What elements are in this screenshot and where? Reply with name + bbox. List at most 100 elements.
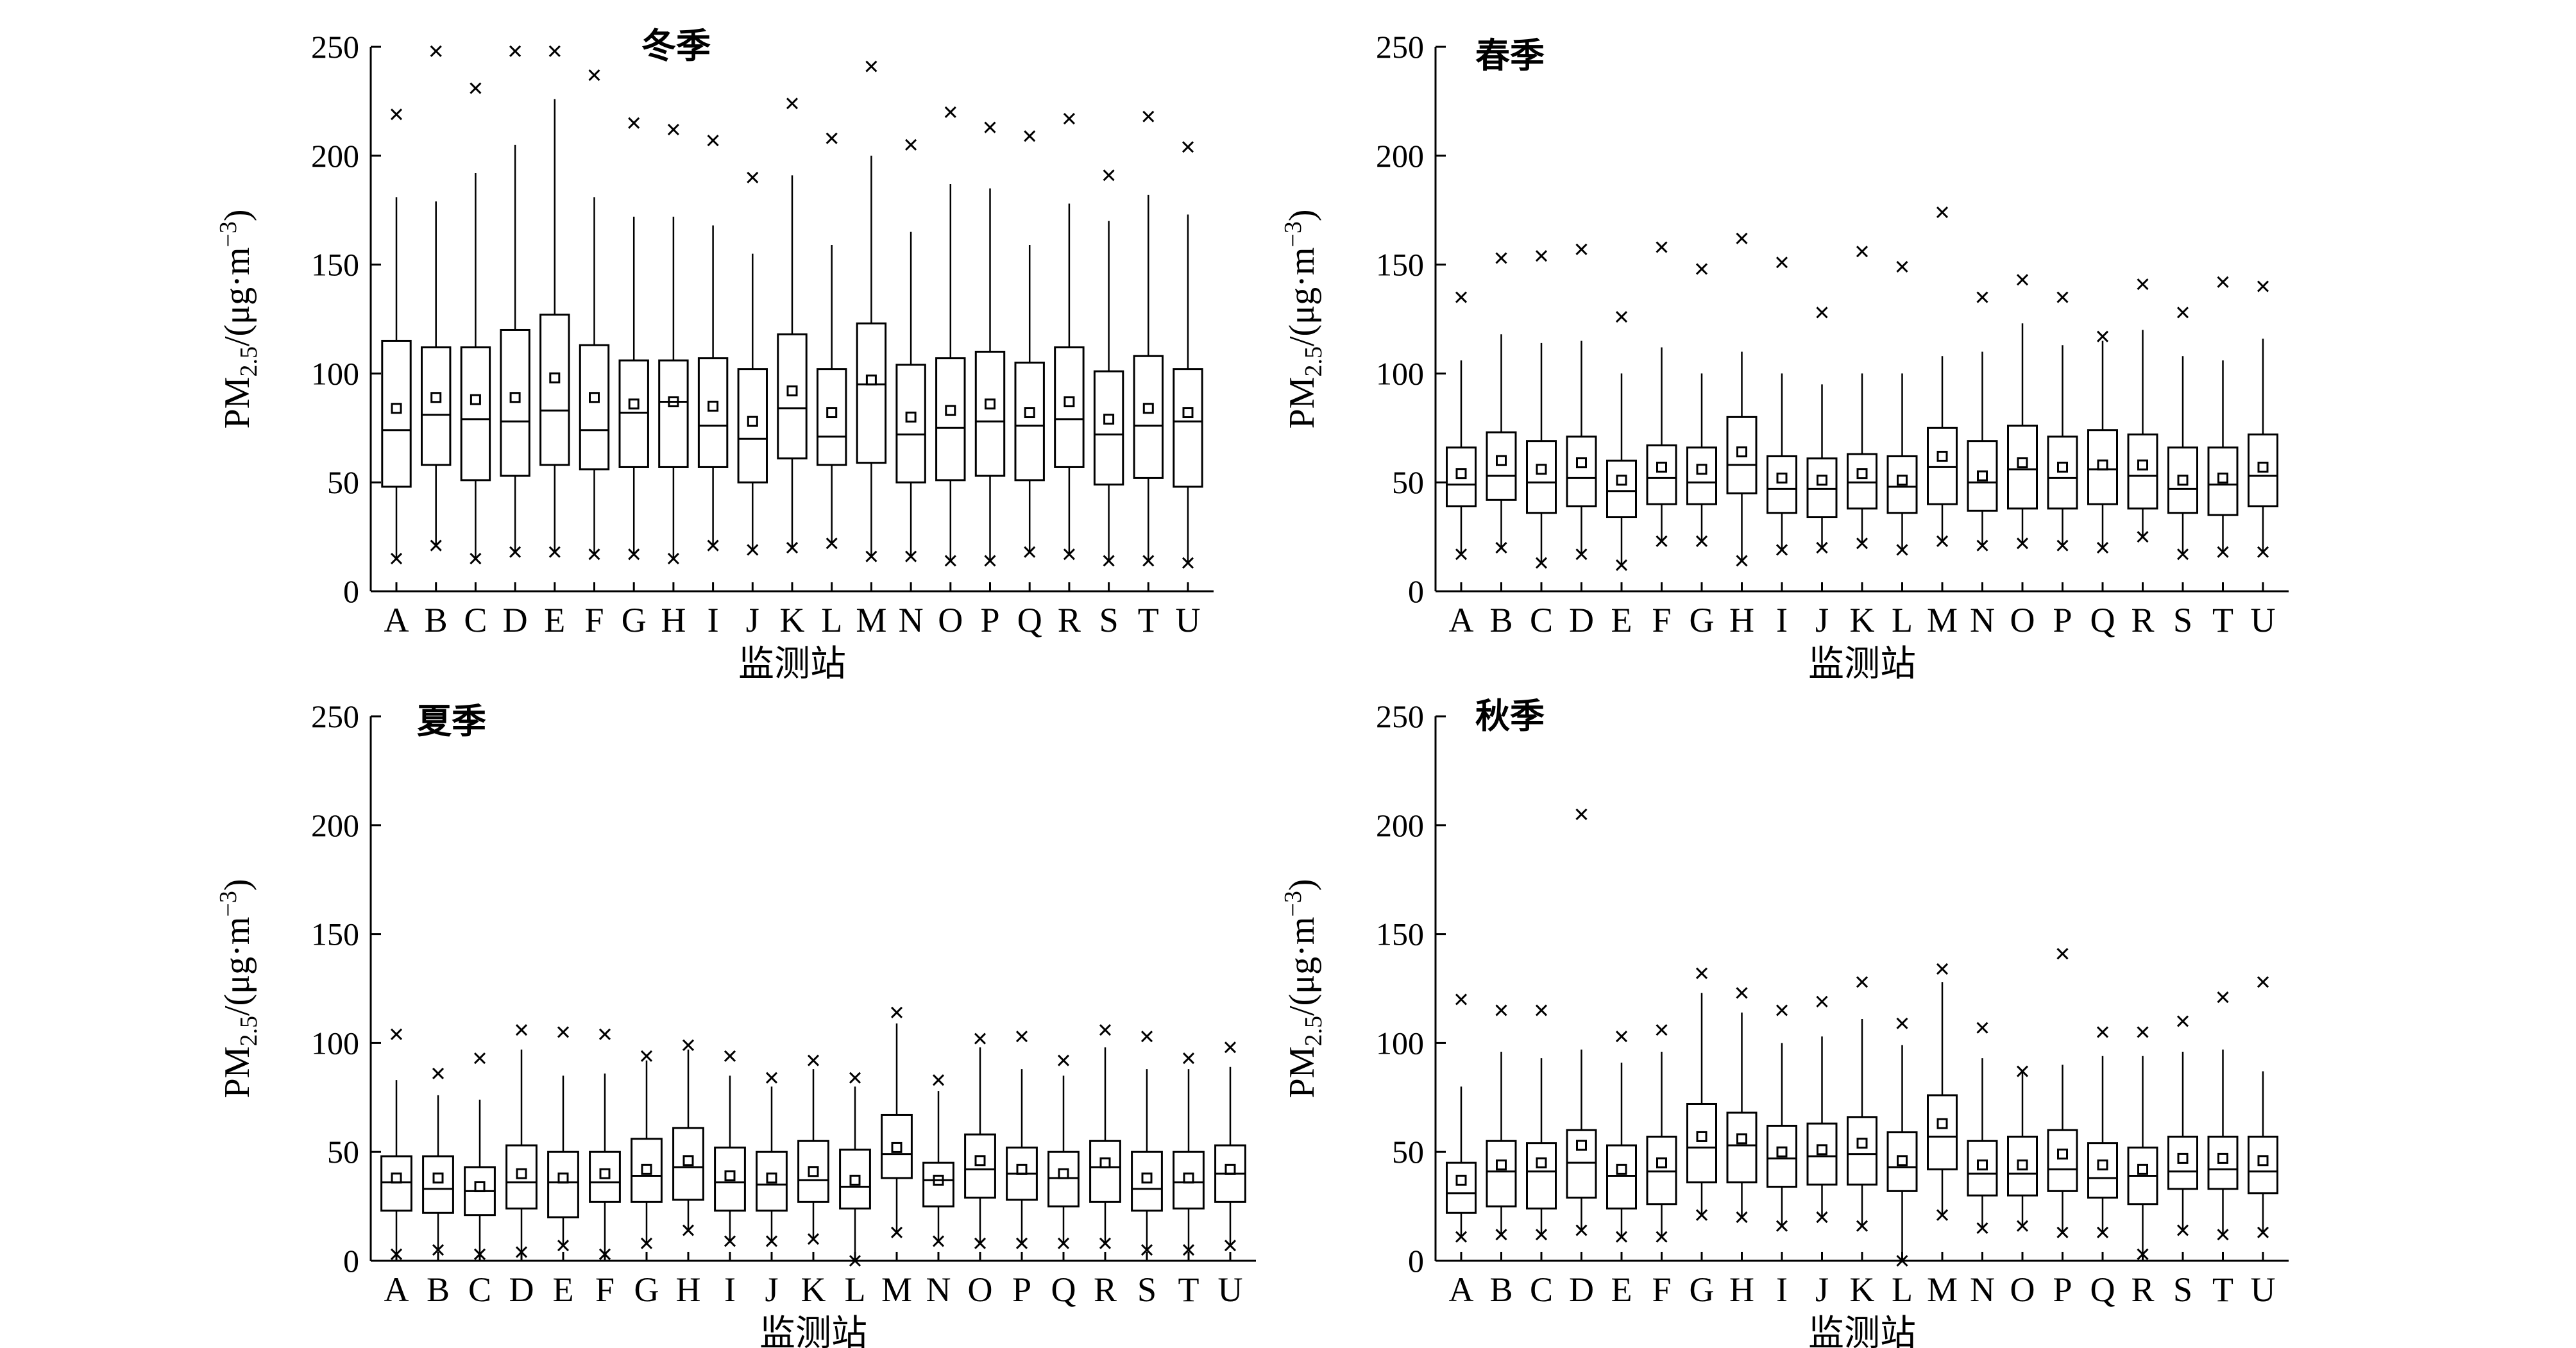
iqr-box <box>658 359 689 468</box>
y-tick-label: 150 <box>1376 247 1424 283</box>
y-tick-label: 200 <box>311 138 359 174</box>
mean-marker <box>1936 450 1948 462</box>
mean-marker <box>1616 1163 1627 1175</box>
iqr-box <box>1014 361 1045 482</box>
x-tick-label: O <box>968 1270 993 1309</box>
y-tick-label: 50 <box>327 1134 359 1170</box>
max-marker <box>557 1026 570 1038</box>
max-marker <box>2257 280 2269 292</box>
min-marker <box>849 1254 861 1267</box>
x-tick-label: J <box>1815 1270 1829 1309</box>
iqr-box <box>1847 453 1877 510</box>
max-marker <box>1057 1054 1070 1066</box>
min-marker <box>598 1248 611 1260</box>
x-tick-label: C <box>1530 1270 1553 1309</box>
iqr-box <box>631 1138 663 1203</box>
min-marker <box>1575 1224 1588 1236</box>
mean-marker <box>1897 475 1908 486</box>
box-S <box>2167 1015 2198 1236</box>
min-marker <box>765 1235 778 1247</box>
min-marker <box>2176 1224 2189 1236</box>
x-tick-label: B <box>427 1270 450 1309</box>
min-marker <box>1142 555 1155 567</box>
min-marker <box>2137 531 2149 543</box>
mean-marker <box>2057 1149 2068 1160</box>
box-K <box>1847 976 1877 1232</box>
max-marker <box>390 108 403 121</box>
max-marker <box>1695 263 1708 275</box>
iqr-box <box>1089 1140 1121 1203</box>
y-tick-label: 200 <box>1376 138 1424 174</box>
y-tick-label: 200 <box>1376 807 1424 843</box>
box-N <box>1967 291 1998 552</box>
x-tick-label: S <box>2173 1270 2192 1309</box>
box-L <box>839 1072 871 1267</box>
box-O <box>2007 1065 2038 1232</box>
iqr-box <box>1967 1140 1998 1197</box>
x-tick-label: T <box>2212 601 2233 639</box>
mean-marker <box>470 394 481 405</box>
max-marker <box>1736 232 1748 244</box>
min-marker <box>390 1248 403 1260</box>
max-marker <box>588 69 600 81</box>
y-axis-label: PM2.5/(μg·m−3) <box>1280 879 1327 1099</box>
x-tick-label: J <box>765 1270 778 1309</box>
iqr-box <box>1131 1150 1163 1212</box>
mean-marker <box>826 407 838 419</box>
max-marker <box>974 1032 987 1045</box>
x-tick-label: E <box>1611 601 1632 639</box>
iqr-box <box>1486 431 1517 501</box>
x-tick-label: Q <box>2090 601 2115 639</box>
iqr-box <box>2167 1135 2198 1190</box>
max-marker <box>2056 948 2069 960</box>
max-marker <box>905 139 917 151</box>
max-marker <box>515 1024 528 1036</box>
box-P <box>2047 948 2078 1238</box>
x-tick-label: S <box>1099 601 1119 639</box>
max-marker <box>1856 976 1868 988</box>
min-marker <box>2257 546 2269 558</box>
x-tick-label: C <box>1530 601 1553 639</box>
mean-marker <box>1103 414 1115 425</box>
max-marker <box>2056 291 2069 303</box>
mean-marker <box>1977 1159 1988 1171</box>
x-tick-label: H <box>676 1270 701 1309</box>
y-tick-label: 100 <box>1376 1025 1424 1061</box>
y-tick-label: 50 <box>1392 1134 1424 1170</box>
box-R <box>1089 1024 1121 1249</box>
iqr-box <box>1566 1129 1597 1199</box>
min-marker <box>707 539 719 552</box>
x-tick-label: U <box>1176 601 1201 639</box>
max-marker <box>1495 1004 1507 1016</box>
iqr-box <box>935 357 966 482</box>
box-U <box>2248 976 2278 1238</box>
iqr-box <box>2087 1142 2118 1199</box>
x-tick-label: I <box>724 1270 736 1309</box>
box-U <box>2248 280 2278 558</box>
max-marker <box>2217 276 2229 288</box>
min-marker <box>1024 546 1036 558</box>
mean-marker <box>1897 1155 1908 1167</box>
mean-marker <box>2257 461 2269 473</box>
mean-marker <box>1536 1157 1547 1168</box>
min-marker <box>1495 542 1507 554</box>
x-axis-label: 监测站 <box>738 645 846 684</box>
max-marker <box>849 1072 861 1084</box>
mean-marker <box>1817 1144 1827 1156</box>
x-tick-label: I <box>1776 601 1788 639</box>
box-Q <box>1014 130 1045 558</box>
y-axis-label: PM2.5/(μg·m−3) <box>1280 210 1327 429</box>
min-marker <box>1896 1254 1908 1267</box>
min-marker <box>807 1233 820 1245</box>
x-axis-label: 监测站 <box>1808 645 1916 684</box>
iqr-box <box>1047 1150 1080 1208</box>
min-marker <box>2217 1229 2229 1241</box>
box-I <box>714 1050 746 1247</box>
iqr-box <box>1606 1144 1637 1209</box>
box-K <box>777 97 808 554</box>
min-marker <box>432 1243 445 1256</box>
max-marker <box>1936 963 1949 975</box>
max-marker <box>1182 1052 1195 1065</box>
mean-marker <box>1776 472 1788 484</box>
iqr-box <box>964 1133 996 1199</box>
